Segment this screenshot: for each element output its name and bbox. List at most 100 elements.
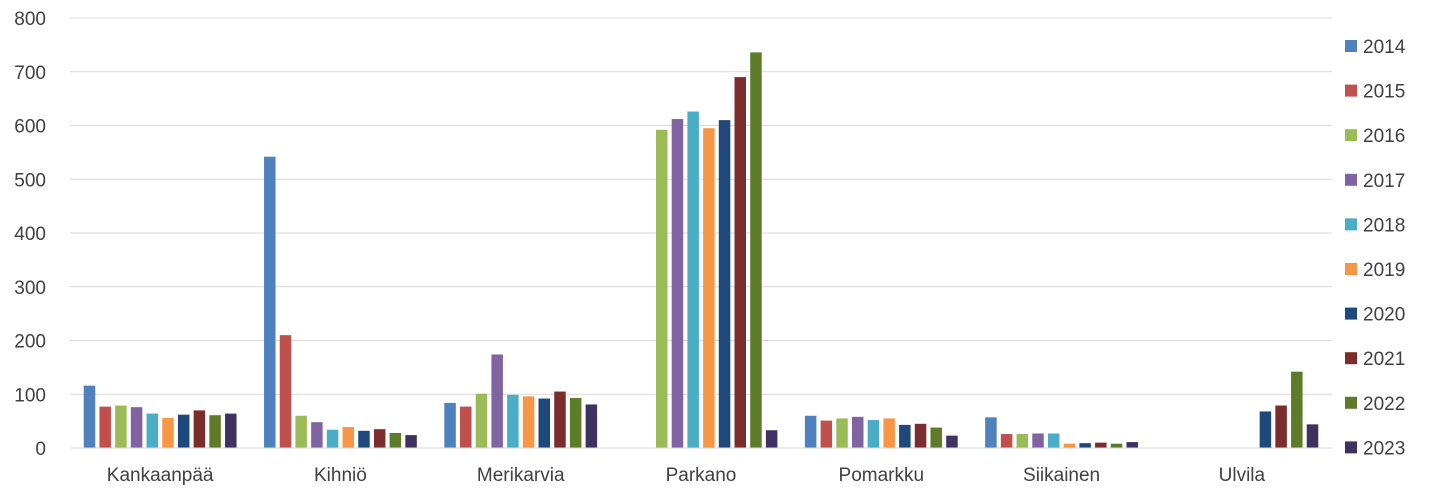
bar-2023 <box>405 435 417 448</box>
legend-label: 2020 <box>1363 305 1405 326</box>
bar-2022 <box>209 415 221 448</box>
bar-2018 <box>507 394 519 448</box>
bar-2023 <box>225 413 237 448</box>
legend-label: 2017 <box>1363 171 1405 192</box>
bar-2018 <box>1047 433 1060 448</box>
bar-2021 <box>554 391 566 448</box>
bar-2022 <box>750 52 762 449</box>
legend-label: 2019 <box>1363 260 1405 281</box>
bar-2020 <box>899 424 911 448</box>
legend-label: 2014 <box>1363 37 1406 58</box>
bar-2017 <box>130 407 143 448</box>
bar-2016 <box>836 418 848 448</box>
bar-2021 <box>373 429 386 448</box>
bar-2020 <box>538 398 551 448</box>
y-tick-label: 0 <box>35 439 46 460</box>
bar-2021 <box>193 410 206 448</box>
bar-2014 <box>264 156 276 449</box>
x-category-label: Parkano <box>666 465 737 486</box>
bar-2021 <box>1275 405 1287 448</box>
x-category-label: Siikainen <box>1023 465 1100 486</box>
bar-2016 <box>295 415 307 448</box>
legend-swatch <box>1345 129 1357 142</box>
legend-label: 2015 <box>1363 82 1405 103</box>
bar-2016 <box>475 393 488 448</box>
legend-label: 2016 <box>1363 126 1405 147</box>
bar-2023 <box>765 430 778 448</box>
bar-2017 <box>491 354 503 448</box>
legend-swatch <box>1345 352 1357 365</box>
legend-swatch <box>1345 173 1357 186</box>
bar-2022 <box>1110 443 1123 448</box>
bar-2019 <box>162 417 174 448</box>
bar-2023 <box>1126 442 1138 448</box>
bar-2015 <box>279 335 292 448</box>
x-category-label: Pomarkku <box>839 465 925 486</box>
bar-2014 <box>985 417 997 448</box>
y-tick-label: 800 <box>14 9 46 30</box>
x-category-label: Merikarvia <box>477 465 565 486</box>
bar-2019 <box>703 128 715 448</box>
legend-label: 2022 <box>1363 394 1405 415</box>
y-tick-label: 700 <box>14 63 46 84</box>
bar-2023 <box>1306 424 1319 448</box>
bar-2019 <box>522 396 535 448</box>
bar-2022 <box>1291 371 1303 448</box>
y-tick-label: 500 <box>14 170 46 191</box>
bar-2017 <box>1032 433 1044 448</box>
bar-2021 <box>914 423 927 448</box>
bar-2020 <box>1079 443 1091 448</box>
bar-2016 <box>1016 434 1029 448</box>
bar-2017 <box>671 119 684 449</box>
bar-2023 <box>585 404 598 448</box>
bar-2018 <box>146 413 159 448</box>
bar-2019 <box>1063 443 1076 448</box>
bar-2021 <box>734 77 746 448</box>
bar-2023 <box>946 435 958 448</box>
bar-2016 <box>115 405 127 448</box>
x-category-label: Kankaanpää <box>107 465 214 486</box>
x-axis: Kankaanpää Kihniö Merikarvia Parkano Pomarkk… <box>70 447 1332 486</box>
legend: 2014 2015 2016 2017 2018 2019 2020 2021 2022 2023 <box>1345 37 1406 459</box>
bar-2014 <box>804 415 817 448</box>
bar-2020 <box>358 430 370 448</box>
y-tick-label: 600 <box>14 117 46 138</box>
bar-2020 <box>718 120 731 448</box>
legend-swatch <box>1345 263 1357 275</box>
gridlines <box>70 17 1332 449</box>
bar-2018 <box>867 420 880 448</box>
y-axis-ticks: 0 100 200 300 400 500 600 700 800 <box>14 9 46 460</box>
bar-2019 <box>883 418 895 448</box>
legend-swatch <box>1345 441 1357 454</box>
bar-2015 <box>460 406 472 448</box>
bar-2020 <box>177 414 190 448</box>
bar-2017 <box>311 422 323 448</box>
legend-swatch <box>1345 396 1357 409</box>
bar-2015 <box>1000 434 1013 448</box>
y-tick-label: 400 <box>14 224 46 245</box>
legend-label: 2023 <box>1363 438 1405 459</box>
bars <box>83 52 1319 449</box>
legend-swatch <box>1345 307 1357 320</box>
bar-2015 <box>99 406 111 448</box>
bar-2022 <box>930 427 942 448</box>
y-tick-label: 200 <box>14 332 46 353</box>
legend-swatch <box>1345 40 1357 52</box>
bar-2018 <box>687 111 699 449</box>
bar-2018 <box>326 429 339 448</box>
bar-2014 <box>444 402 456 448</box>
x-category-label: Kihniö <box>314 465 367 486</box>
bar-2019 <box>342 427 355 448</box>
bar-2022 <box>569 398 582 448</box>
legend-swatch <box>1345 84 1357 97</box>
bar-2022 <box>389 432 402 448</box>
bar-2017 <box>851 416 864 448</box>
bar-2016 <box>656 129 668 449</box>
bar-2020 <box>1259 411 1272 448</box>
bar-2014 <box>83 385 96 448</box>
legend-swatch <box>1345 218 1357 231</box>
y-tick-label: 300 <box>14 278 46 299</box>
y-tick-label: 100 <box>14 385 46 406</box>
